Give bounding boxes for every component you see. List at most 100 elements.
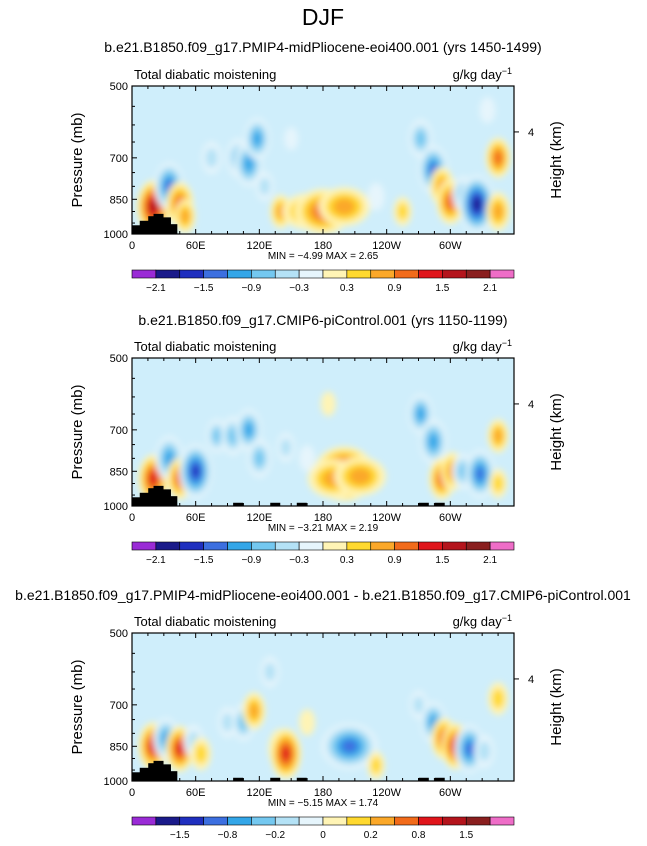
x-tick-label: 0 bbox=[129, 512, 135, 524]
contour-blob bbox=[465, 742, 474, 756]
units-text: g/kg day bbox=[453, 614, 503, 629]
contour-blob bbox=[175, 742, 184, 756]
x-tick-label: 0 bbox=[129, 240, 135, 252]
topography bbox=[139, 220, 150, 234]
units-exponent: −1 bbox=[502, 613, 512, 623]
x-tick-label: 180 bbox=[314, 240, 332, 252]
colorbar-swatch bbox=[465, 269, 491, 279]
x-tick-label: 60W bbox=[439, 787, 462, 799]
contour-blob bbox=[259, 177, 270, 196]
colorbar-swatch bbox=[322, 541, 348, 551]
topography bbox=[153, 213, 164, 234]
colorbar-label: 0.2 bbox=[364, 830, 378, 841]
contour-blob bbox=[264, 662, 276, 682]
x-tick-label: 60E bbox=[186, 240, 206, 252]
topography bbox=[148, 216, 159, 234]
colorbar-swatch bbox=[274, 541, 300, 551]
colorbar-label: 1.5 bbox=[459, 830, 473, 841]
panel-title: b.e21.B1850.f09_g17.PMIP4-midPliocene-eo… bbox=[104, 39, 541, 55]
contour-blob bbox=[333, 198, 356, 216]
colorbar-swatch bbox=[251, 816, 276, 826]
colorbar-label: −0.9 bbox=[242, 555, 262, 566]
colorbar: −2.1 −1.5 −0.9 −0.3 0.3 0.9 1.5 2.1 bbox=[131, 541, 515, 566]
right-tick-label: 4 bbox=[528, 127, 534, 139]
colorbar-label: 0.3 bbox=[340, 283, 354, 294]
y-axis-label-right: Height (km) bbox=[548, 668, 565, 746]
right-tick-label: 4 bbox=[528, 674, 534, 686]
colorbar-swatch bbox=[465, 541, 491, 551]
y-tick-label: 500 bbox=[110, 81, 128, 93]
topography bbox=[167, 771, 178, 781]
colorbar-swatch bbox=[346, 816, 372, 826]
colorbar: −2.1 −1.5 −0.9 −0.3 0.3 0.9 1.5 2.1 bbox=[131, 269, 515, 294]
colorbar-swatch bbox=[394, 541, 419, 551]
colorbar-label: −0.2 bbox=[265, 830, 285, 841]
y-tick-label: 850 bbox=[110, 466, 128, 478]
colorbar-label: 2.1 bbox=[483, 555, 497, 566]
colorbar-label: 1.5 bbox=[435, 555, 449, 566]
colorbar-swatch bbox=[203, 541, 228, 551]
topography bbox=[132, 772, 143, 781]
contour-blob bbox=[478, 741, 491, 762]
x-tick-label: 120W bbox=[372, 787, 401, 799]
units-label: g/kg day−1 bbox=[453, 613, 512, 629]
colorbar-swatch bbox=[131, 269, 157, 279]
colorbar-label: 0.9 bbox=[388, 283, 402, 294]
colorbar-swatch bbox=[346, 541, 372, 551]
contour-blob bbox=[221, 713, 234, 732]
colorbar-label: −1.5 bbox=[170, 830, 190, 841]
colorbar-swatch bbox=[298, 269, 324, 279]
colorbar-swatch bbox=[179, 541, 204, 551]
contour-field bbox=[132, 358, 514, 506]
y-axis-label: Pressure (mb) bbox=[69, 659, 86, 754]
contour-blob bbox=[180, 208, 190, 224]
colorbar-swatch bbox=[251, 269, 276, 279]
colorbar-label: −2.1 bbox=[146, 283, 166, 294]
x-tick-label: 120E bbox=[246, 512, 272, 524]
units-text: g/kg day bbox=[453, 339, 503, 354]
y-axis-label-right: Height (km) bbox=[548, 393, 565, 471]
colorbar-label: 0 bbox=[320, 830, 326, 841]
x-tick-label: 0 bbox=[129, 787, 135, 799]
colorbar-swatch bbox=[418, 269, 443, 279]
colorbar-swatch bbox=[227, 816, 252, 826]
y-tick-label: 1000 bbox=[104, 229, 128, 241]
contour-blob bbox=[249, 702, 259, 719]
colorbar-swatch bbox=[251, 541, 276, 551]
contour-blob bbox=[479, 97, 496, 124]
topography bbox=[139, 492, 150, 506]
contour-blob bbox=[493, 203, 504, 220]
colorbar-label: −0.3 bbox=[289, 283, 309, 294]
contour-blob bbox=[194, 743, 207, 764]
colorbar-swatch bbox=[370, 541, 395, 551]
topography bbox=[139, 767, 150, 781]
contour-blob bbox=[149, 200, 157, 213]
colorbar-label: 0.8 bbox=[412, 830, 426, 841]
colorbar-swatch bbox=[227, 541, 252, 551]
colorbar-swatch bbox=[465, 816, 491, 826]
topography bbox=[434, 502, 445, 506]
topography bbox=[296, 777, 307, 781]
x-tick-label: 60E bbox=[186, 512, 206, 524]
units-label: g/kg day−1 bbox=[453, 338, 512, 354]
contour-blob bbox=[367, 182, 385, 211]
x-tick-label: 120W bbox=[372, 512, 401, 524]
contour-blob bbox=[370, 756, 382, 775]
topography bbox=[233, 502, 244, 506]
topography bbox=[148, 488, 159, 506]
y-tick-label: 850 bbox=[110, 194, 128, 206]
colorbar-swatch bbox=[394, 816, 419, 826]
x-tick-label: 120W bbox=[372, 240, 401, 252]
y-tick-label: 850 bbox=[110, 741, 128, 753]
colorbar-label: −1.5 bbox=[194, 555, 214, 566]
contour-blob bbox=[149, 472, 158, 486]
topography bbox=[153, 485, 164, 506]
colorbar-swatch bbox=[370, 816, 395, 826]
season-title: DJF bbox=[302, 4, 344, 30]
contour-blob bbox=[191, 464, 200, 478]
colorbar-swatch bbox=[131, 541, 157, 551]
contour-blob bbox=[284, 127, 299, 151]
colorbar-swatch bbox=[370, 269, 395, 279]
contour-blob bbox=[349, 467, 372, 485]
